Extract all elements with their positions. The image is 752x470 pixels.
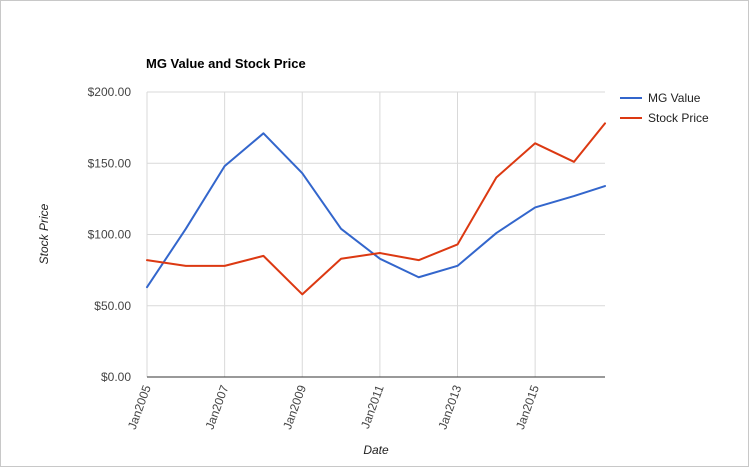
gridlines	[146, 91, 605, 377]
series-layer	[146, 122, 606, 296]
series-line-mg-value	[146, 132, 606, 289]
x-axis-title: Date	[363, 443, 389, 457]
chart-title: MG Value and Stock Price	[146, 56, 306, 71]
y-tick-label: $200.00	[88, 85, 132, 99]
y-tick-label: $100.00	[88, 228, 132, 242]
tick-labels: $0.00 $50.00 $100.00 $150.00 $200.00 Jan2005 J…	[88, 85, 542, 431]
x-tick-label: Jan2011	[358, 383, 387, 431]
x-tick-label: Jan2015	[513, 383, 542, 431]
y-tick-label: $50.00	[94, 299, 131, 313]
x-tick-label: Jan2013	[435, 383, 464, 431]
legend: MG Value Stock Price	[620, 91, 709, 125]
y-tick-label: $150.00	[88, 156, 132, 170]
x-tick-label: Jan2009	[280, 383, 309, 431]
series-line-stock-price	[146, 122, 606, 296]
x-tick-label: Jan2007	[203, 383, 232, 431]
legend-label: MG Value	[648, 91, 701, 105]
legend-label: Stock Price	[648, 111, 709, 125]
y-axis-title: Stock Price	[37, 203, 51, 264]
x-tick-label: Jan2005	[125, 383, 154, 431]
y-tick-label: $0.00	[101, 370, 131, 384]
